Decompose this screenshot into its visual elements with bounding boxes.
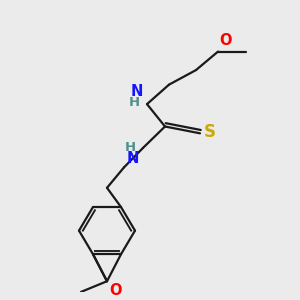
Text: N: N [127, 151, 139, 166]
Text: H: H [124, 141, 136, 154]
Text: O: O [219, 33, 232, 48]
Text: O: O [109, 283, 122, 298]
Text: S: S [204, 123, 216, 141]
Text: H: H [128, 96, 140, 109]
Text: N: N [130, 84, 143, 99]
